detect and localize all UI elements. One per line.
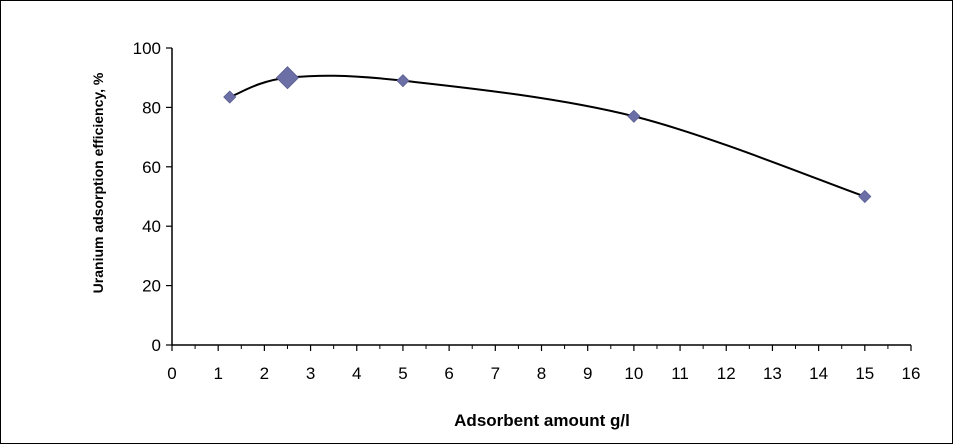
y-axis-title-group: Uranium adsorption efficiency, % (90, 72, 106, 293)
y-tick-label: 80 (142, 98, 161, 117)
x-tick-label: 5 (398, 364, 407, 383)
x-tick-label: 3 (306, 364, 315, 383)
x-tick-label: 1 (213, 364, 222, 383)
x-tick-label: 15 (855, 364, 874, 383)
y-tick-label: 0 (152, 336, 161, 355)
x-tick-label: 14 (809, 364, 828, 383)
y-tick-label: 100 (133, 39, 161, 58)
y-axis-title: Uranium adsorption efficiency, % (90, 72, 106, 293)
x-tick-label: 6 (444, 364, 453, 383)
x-tick-label: 2 (260, 364, 269, 383)
markers (223, 66, 872, 204)
axes (171, 48, 911, 346)
x-tick-label: 4 (352, 364, 361, 383)
x-tick-label: 11 (671, 364, 689, 383)
data-point (858, 189, 872, 204)
data-point (627, 109, 641, 123)
data-point (223, 90, 237, 104)
x-tick-label: 16 (902, 364, 921, 383)
x-tick-label: 10 (624, 364, 643, 383)
x-tick-label: 12 (717, 364, 736, 383)
data-point (275, 66, 300, 90)
x-tick-label: 0 (167, 364, 176, 383)
trend-line (229, 74, 866, 198)
x-tick-label: 9 (583, 364, 592, 383)
ticks (166, 47, 912, 351)
y-tick-label: 20 (142, 277, 161, 296)
y-tick-label: 60 (142, 158, 161, 177)
y-tick-label: 40 (142, 217, 161, 236)
x-axis-title: Adsorbent amount g/l (454, 411, 630, 430)
data-point (396, 74, 410, 88)
x-tick-label: 13 (763, 364, 782, 383)
x-tick-label: 8 (537, 364, 546, 383)
x-tick-label: 7 (491, 364, 500, 383)
